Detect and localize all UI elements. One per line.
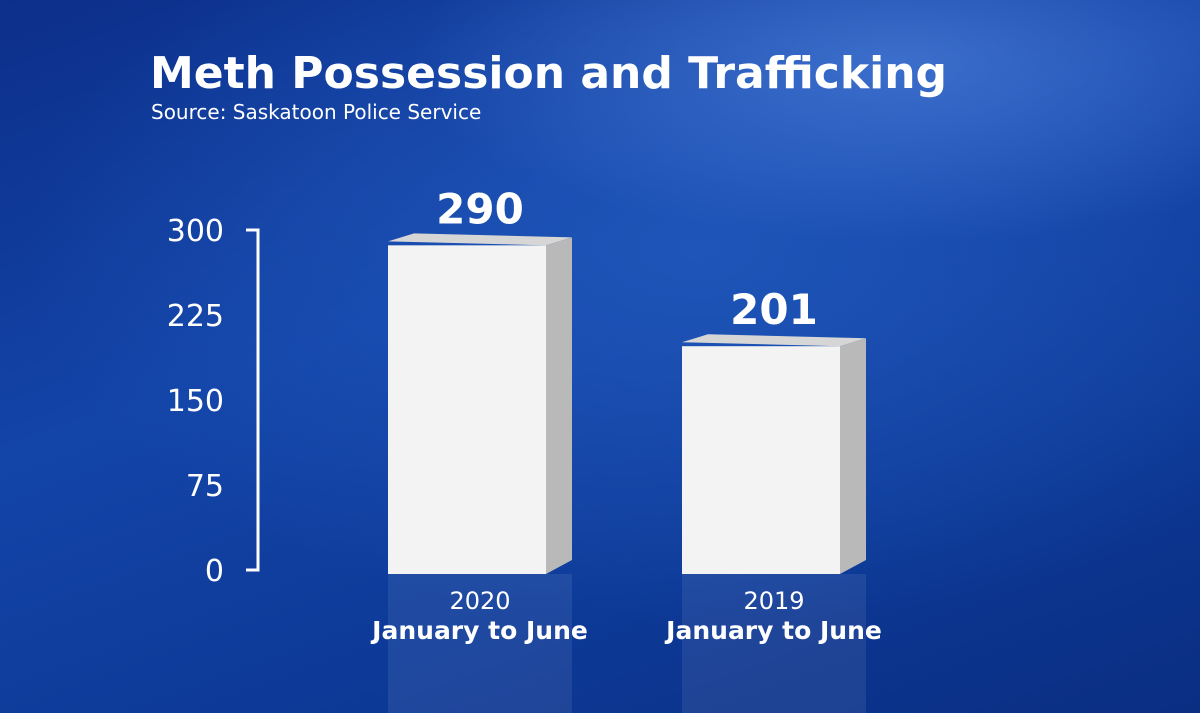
bar-side-face <box>546 237 572 575</box>
y-tick-label: 225 <box>167 299 224 334</box>
bar-top-face <box>388 233 572 246</box>
data-label: 290 <box>436 184 524 233</box>
category-year: 2019 <box>743 587 805 615</box>
category-year: 2020 <box>449 587 511 615</box>
bar-reflection <box>682 574 866 713</box>
y-tick-label: 150 <box>167 384 224 419</box>
category-range: January to June <box>372 616 588 645</box>
category-range: January to June <box>666 616 882 645</box>
bar <box>388 245 546 575</box>
chart-title: Meth Possession and Trafficking <box>150 48 948 99</box>
chart-source: Source: Saskatoon Police Service <box>151 100 482 124</box>
y-tick-label: 0 <box>205 554 224 589</box>
bar <box>682 346 840 574</box>
bar-side-face <box>840 338 866 574</box>
data-label: 201 <box>730 285 818 334</box>
category-label-2019: 2019 January to June <box>624 586 924 646</box>
y-tick-label: 300 <box>167 214 224 249</box>
bar-top-face <box>682 334 866 347</box>
category-label-2020: 2020 January to June <box>330 586 630 646</box>
bar-reflection <box>388 574 572 713</box>
y-tick-label: 75 <box>186 469 224 504</box>
